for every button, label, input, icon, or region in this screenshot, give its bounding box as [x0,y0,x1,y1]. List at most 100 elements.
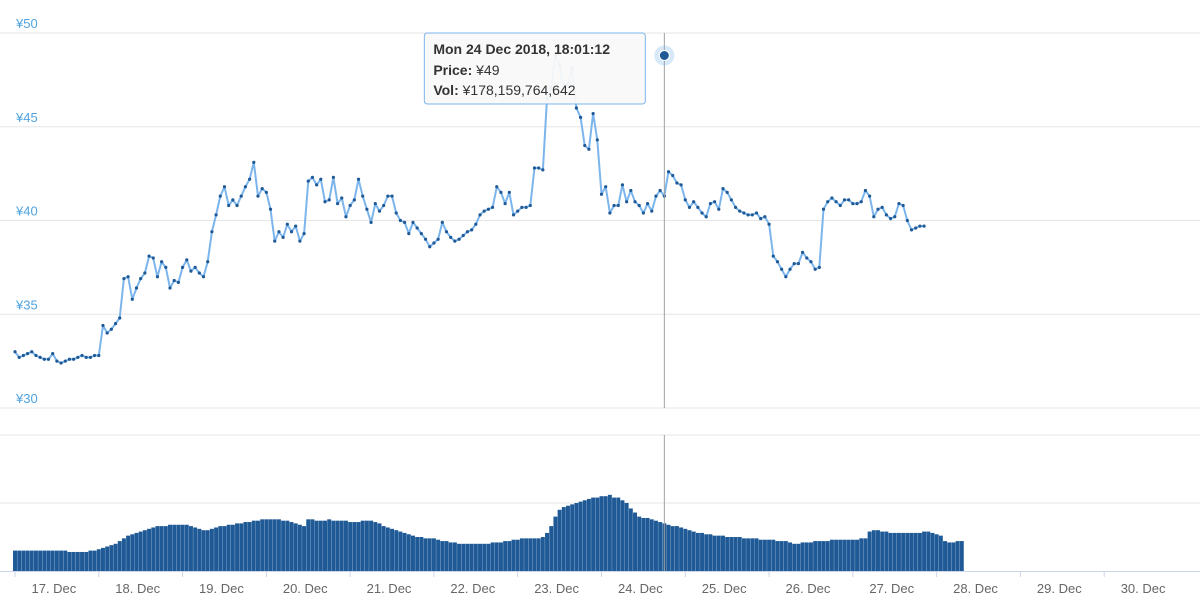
volume-bar [645,517,650,571]
volume-bar [50,550,55,571]
x-tick-label: 23. Dec [534,581,579,596]
price-point [231,198,235,202]
price-point [851,202,855,206]
price-point [63,359,67,363]
volume-bar [373,522,378,571]
price-point [239,194,243,198]
volume-bar [884,531,889,571]
volume-bar [88,550,93,571]
volume-bar [130,534,135,571]
price-point [704,215,708,219]
volume-bar [168,524,172,571]
price-point [46,357,51,361]
volume-bar [750,538,755,571]
volume-bars [13,494,964,571]
price-point [905,218,909,223]
price-point [126,275,130,279]
volume-bar [666,524,671,571]
volume-bar [695,532,700,571]
volume-bar [54,550,59,571]
price-point [51,352,55,356]
volume-bar [348,522,353,571]
volume-bar [834,539,839,571]
x-tick-label: 25. Dec [702,581,747,596]
volume-bar [574,503,579,571]
volume-bar [431,538,436,571]
price-point [830,196,834,200]
price-point [398,218,403,223]
volume-bar [121,538,126,571]
price-point [201,275,206,279]
volume-bar [754,538,759,571]
price-point [30,350,34,354]
price-point [591,112,595,116]
price-point [780,267,784,271]
volume-bar [905,532,910,571]
price-point [17,355,21,359]
price-point [888,217,893,221]
volume-bar [880,531,885,571]
price-point [407,232,411,236]
volume-bar [524,538,529,571]
volume-bar [25,550,30,571]
x-tick-label: 17. Dec [31,581,76,596]
price-point [101,323,105,328]
price-point [859,200,863,204]
volume-bar [360,520,365,571]
volume-bar [540,537,545,571]
price-point [373,202,377,206]
volume-bar [850,539,855,571]
price-point [218,194,222,198]
price-point [754,211,759,215]
price-point [285,222,289,226]
price-point [784,275,788,279]
price-point [717,207,721,211]
price-point [671,173,675,178]
volume-bar [226,524,231,571]
price-point [503,202,507,206]
volume-bar [838,539,843,571]
volume-bar [410,535,415,571]
price-point [532,166,537,170]
volume-bar [419,537,424,571]
price-point [323,200,327,204]
volume-bar [549,526,554,571]
volume-bar [930,532,935,571]
price-point [394,211,398,215]
volume-bar [260,519,265,571]
price-point [524,205,528,209]
volume-bar [188,526,193,571]
volume-bar [159,526,164,571]
volume-bar [306,519,311,571]
price-point [918,224,922,228]
x-tick-label: 18. Dec [115,581,160,596]
price-point [193,265,197,269]
volume-bar [679,527,684,571]
volume-bar [566,505,570,571]
price-point [872,215,876,219]
price-point [474,222,478,226]
price-point [130,297,134,301]
volume-bar [779,541,784,571]
volume-bar [314,520,319,571]
volume-bar [578,501,583,571]
x-tick-label: 21. Dec [367,581,412,596]
tooltip: Mon 24 Dec 2018, 18:01:12 Price: ¥49 Vol: … [423,32,675,571]
volume-bar [297,524,302,571]
volume-bar [725,537,730,571]
volume-bar [71,551,76,571]
price-point [436,237,440,241]
volume-bar [637,516,642,571]
price-point [72,357,76,361]
volume-bar [704,534,709,571]
volume-bar [486,543,491,571]
volume-bar [557,509,562,571]
price-point [298,239,302,243]
price-point [713,200,717,204]
volume-bar [343,520,348,571]
price-point [222,185,227,189]
volume-bar [205,530,210,571]
volume-bar [855,539,860,571]
price-point [390,194,394,198]
hover-point[interactable] [658,50,670,61]
